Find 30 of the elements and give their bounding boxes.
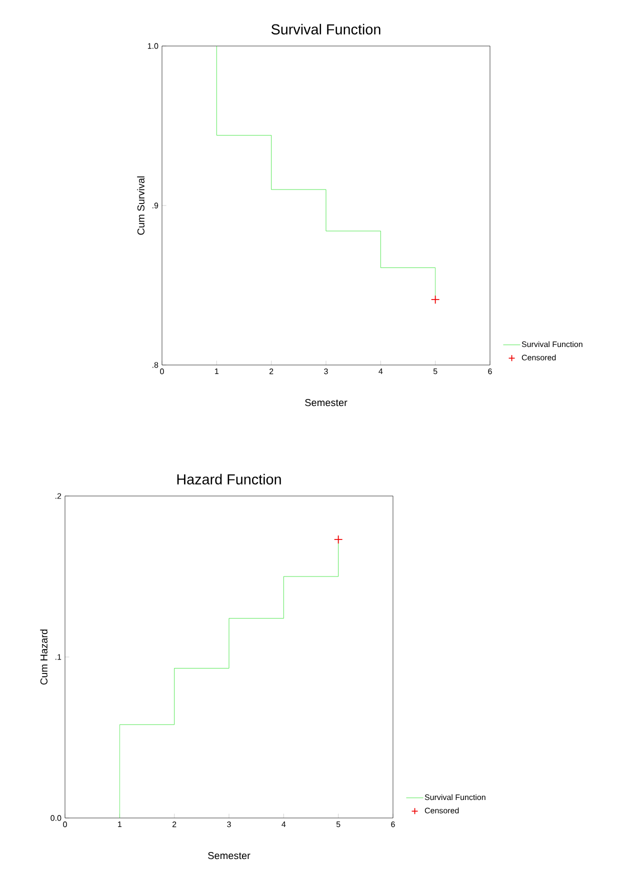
x-tick-label: 1 [118, 822, 122, 828]
x-tick-label: 1 [215, 368, 218, 374]
x-axis-title: Semester [208, 852, 250, 860]
y-tick-label: .9 [152, 202, 158, 208]
y-axis-title: Cum Hazard [40, 630, 48, 685]
x-tick-label: 5 [336, 822, 340, 828]
chart-title: Survival Function [271, 24, 380, 34]
x-tick-label: 0 [63, 822, 67, 828]
legend-label: Survival Function [424, 794, 486, 800]
y-tick-label: .1 [56, 654, 62, 660]
x-tick-label: 4 [282, 822, 286, 828]
legend-label: Censored [522, 354, 556, 360]
y-tick-label: 0.0 [50, 815, 62, 821]
x-tick-label: 3 [227, 822, 231, 828]
y-axis-title: Cum Survival [137, 176, 144, 235]
x-axis-title: Semester [305, 399, 348, 406]
chart-title: Hazard Function [177, 474, 281, 484]
legend-label: Censored [424, 807, 459, 814]
x-tick-label: 6 [391, 822, 395, 828]
x-tick-label: 0 [160, 368, 164, 374]
x-tick-label: 4 [378, 368, 383, 374]
x-tick-label: 6 [488, 368, 492, 374]
x-tick-label: 5 [433, 368, 438, 374]
x-tick-label: 3 [324, 368, 328, 374]
y-tick-label: .8 [152, 362, 158, 368]
x-tick-label: 2 [172, 822, 176, 828]
y-tick-label: 1.0 [148, 43, 158, 49]
y-tick-label: .2 [56, 493, 62, 499]
legend-label: Survival Function [522, 341, 582, 348]
x-tick-label: 2 [270, 368, 274, 374]
